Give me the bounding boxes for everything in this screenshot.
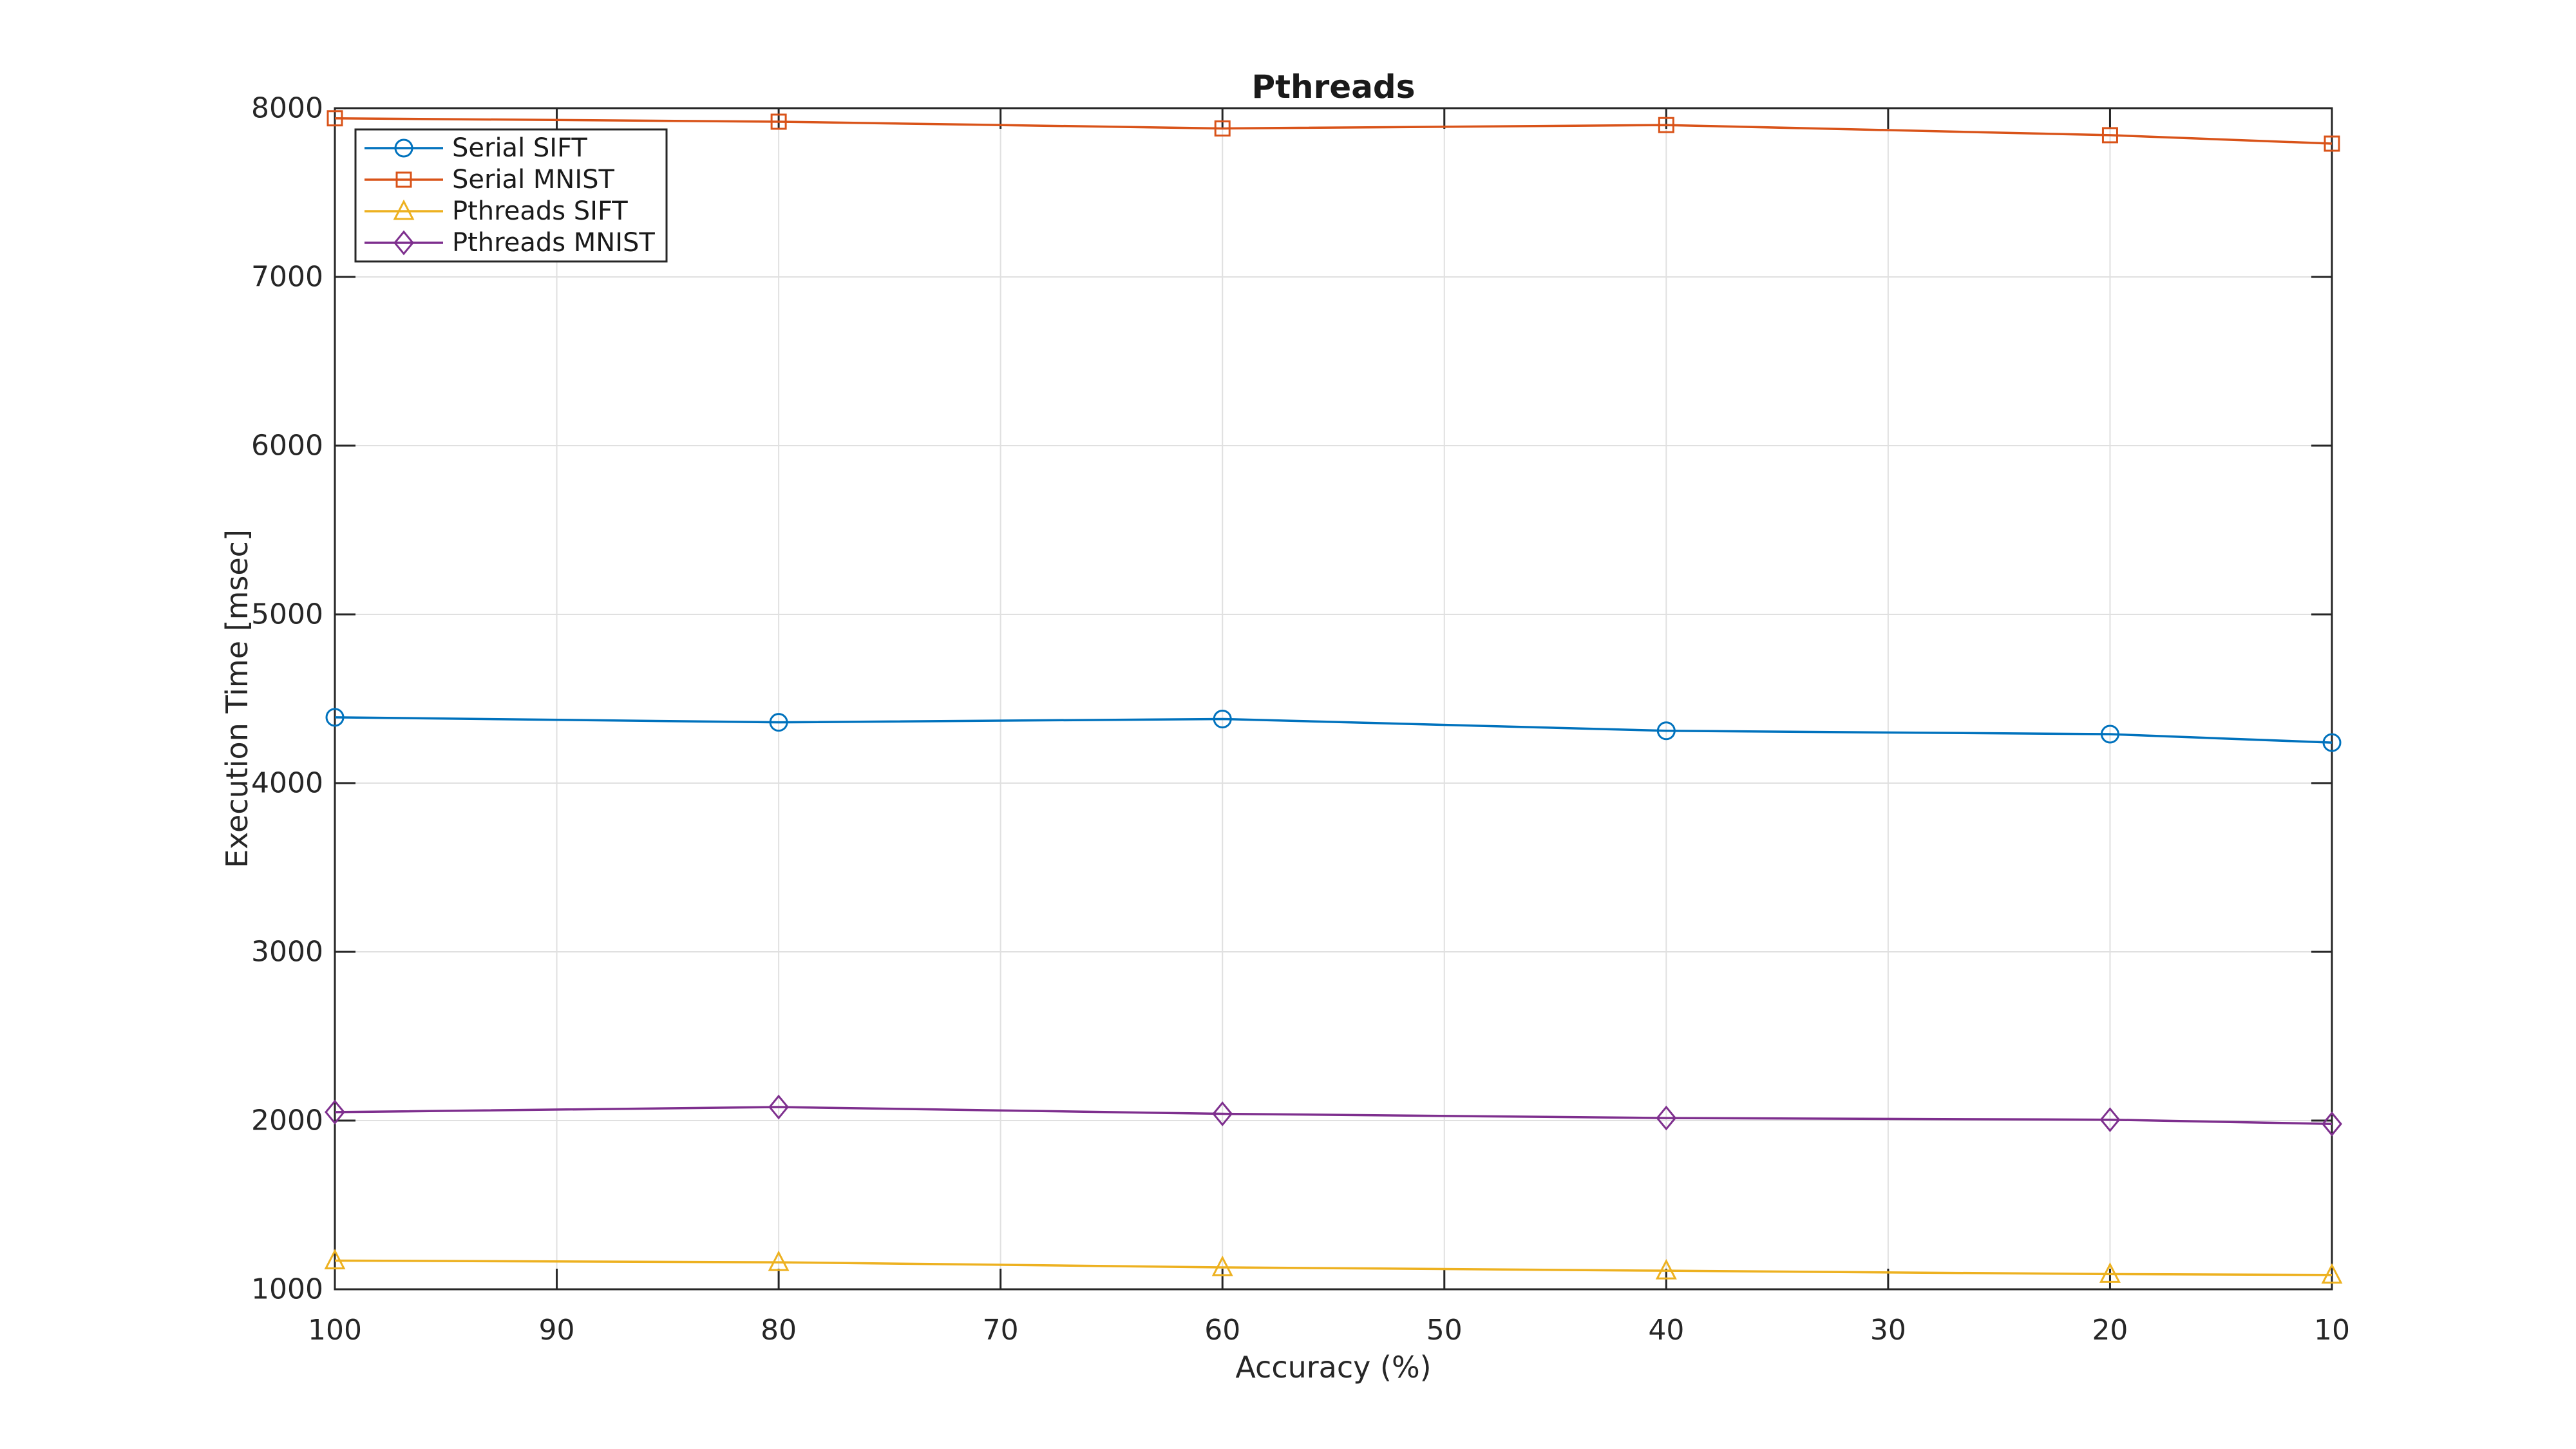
legend-label-pthreads-sift: Pthreads SIFT — [452, 196, 628, 226]
legend-box — [354, 128, 668, 263]
x-tick-label: 50 — [1426, 1314, 1463, 1347]
x-tick-label: 70 — [983, 1314, 1019, 1347]
square-marker — [1214, 120, 1231, 137]
x-tick-label: 90 — [539, 1314, 575, 1347]
square-marker — [2101, 127, 2118, 144]
y-tick-label: 4000 — [251, 767, 323, 800]
circle-marker — [2100, 724, 2119, 744]
series-line-serial-sift — [334, 716, 2333, 744]
triangle-marker — [1655, 1258, 1677, 1280]
legend-label-serial-sift: Serial SIFT — [452, 133, 587, 163]
diamond-marker — [2322, 1111, 2342, 1137]
triangle-marker — [2321, 1263, 2343, 1284]
legend-label-serial-mnist: Serial MNIST — [452, 165, 615, 194]
series-line-pthreads-sift — [334, 1259, 2333, 1276]
triangle-marker — [324, 1249, 346, 1269]
triangle-marker — [768, 1250, 790, 1271]
triangle-marker — [1211, 1255, 1233, 1276]
chart-title: Pthreads — [1251, 68, 1416, 106]
y-tick-label: 1000 — [251, 1273, 323, 1306]
square-marker — [2324, 135, 2340, 152]
y-axis-label: Execution Time [msec] — [220, 529, 254, 868]
square-marker — [770, 113, 787, 130]
y-tick-label: 3000 — [251, 936, 323, 969]
circle-marker-icon — [394, 138, 413, 158]
square-marker-icon — [395, 171, 412, 188]
triangle-marker — [2099, 1262, 2121, 1283]
legend-label-pthreads-mnist: Pthreads MNIST — [452, 228, 655, 258]
y-tick-label: 2000 — [251, 1104, 323, 1137]
x-axis-label: Accuracy (%) — [1235, 1350, 1432, 1385]
x-tick-label: 80 — [761, 1314, 797, 1347]
diamond-marker — [768, 1094, 790, 1120]
x-tick-label: 30 — [1870, 1314, 1906, 1347]
y-tick-label: 7000 — [251, 261, 323, 294]
square-marker — [327, 110, 343, 127]
square-marker — [1658, 117, 1674, 133]
diamond-marker-icon — [393, 230, 414, 256]
y-tick-label: 6000 — [251, 430, 323, 462]
x-tick-label: 100 — [308, 1314, 362, 1347]
y-tick-label: 5000 — [251, 598, 323, 631]
x-tick-label: 20 — [2092, 1314, 2128, 1347]
x-tick-label: 40 — [1648, 1314, 1684, 1347]
diamond-marker — [1212, 1101, 1233, 1126]
y-tick-label: 8000 — [251, 92, 323, 125]
x-tick-label: 10 — [2314, 1314, 2350, 1347]
circle-marker — [1656, 721, 1676, 741]
x-tick-label: 60 — [1204, 1314, 1240, 1347]
circle-marker — [1213, 709, 1232, 728]
diamond-marker — [2099, 1107, 2121, 1133]
circle-marker — [2322, 733, 2342, 752]
circle-marker — [769, 713, 788, 732]
diamond-marker — [325, 1099, 345, 1125]
triangle-marker-icon — [393, 199, 415, 220]
series-line-serial-mnist — [334, 117, 2333, 145]
diamond-marker — [1656, 1105, 1677, 1131]
circle-marker — [325, 708, 345, 727]
axes-box — [334, 107, 2333, 1291]
series-line-pthreads-mnist — [334, 1106, 2333, 1125]
